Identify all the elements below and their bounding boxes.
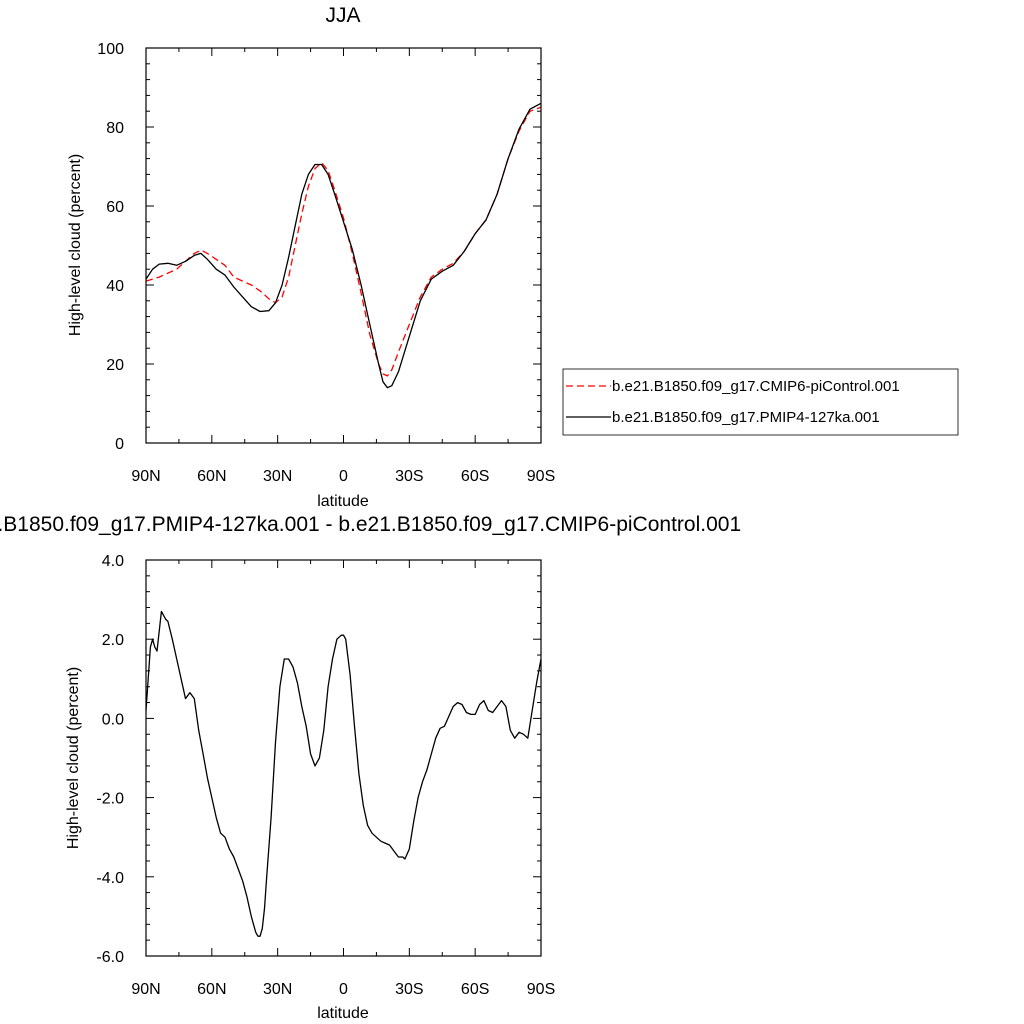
- top-series-line-0: [145, 106, 542, 377]
- bottom-chart-title: b.e21.B1850.f09_g17.PMIP4-127ka.001 - b.…: [0, 513, 741, 536]
- bottom-y-tick-label: 0.0: [102, 711, 124, 728]
- top-x-tick-label: 60S: [461, 468, 489, 485]
- bottom-y-axis-label: High-level cloud (percent): [65, 667, 82, 849]
- top-series-line-1: [145, 102, 542, 389]
- bottom-y-tick-label: 4.0: [102, 553, 124, 570]
- top-y-tick-label: 60: [106, 199, 124, 216]
- top-x-tick-label: 90N: [131, 468, 160, 485]
- top-y-tick-label: 80: [106, 120, 124, 137]
- bottom-x-tick-label: 90S: [527, 981, 555, 998]
- top-x-tick-label: 90S: [527, 468, 555, 485]
- bottom-y-tick-label: 2.0: [102, 632, 124, 649]
- top-y-axis-label: High-level cloud (percent): [67, 154, 84, 336]
- top-x-tick-label: 60N: [197, 468, 226, 485]
- bottom-chart-ticks: 90N 60N 30N 0 30S 60S 90S -6.0 -4.0 -2.0 0.0 2.0 4.0: [96, 553, 555, 998]
- bottom-x-axis-label: latitude: [317, 1005, 369, 1022]
- top-chart: JJA 90N 60N 30N 0 30S 60S 90S 0 20 40 60 80 100 lati…: [67, 4, 959, 510]
- top-chart-series: [145, 102, 542, 389]
- top-legend: b.e21.B1850.f09_g17.CMIP6-piControl.001 …: [562, 368, 959, 436]
- bottom-chart-series: [145, 610, 542, 937]
- top-x-tick-label: 0: [339, 468, 348, 485]
- bottom-y-tick-label: -2.0: [96, 791, 124, 808]
- top-plot-frame: [145, 47, 542, 444]
- bottom-plot-frame: [145, 559, 542, 957]
- top-y-tick-label: 40: [106, 278, 124, 295]
- top-x-axis-label: latitude: [317, 493, 369, 510]
- bottom-y-tick-label: -4.0: [96, 870, 124, 887]
- top-y-tick-label: 100: [97, 41, 124, 58]
- bottom-x-tick-label: 30N: [263, 981, 292, 998]
- legend-label-127ka: b.e21.B1850.f09_g17.PMIP4-127ka.001: [612, 409, 880, 426]
- bottom-chart: b.e21.B1850.f09_g17.PMIP4-127ka.001 - b.…: [0, 513, 741, 1022]
- bottom-x-tick-label: 60S: [461, 981, 489, 998]
- bottom-x-tick-label: 60N: [197, 981, 226, 998]
- top-x-tick-label: 30N: [263, 468, 292, 485]
- bottom-x-tick-label: 30S: [395, 981, 423, 998]
- bottom-series-line-0: [145, 610, 542, 937]
- top-x-tick-label: 30S: [395, 468, 423, 485]
- top-y-tick-label: 0: [115, 436, 124, 453]
- legend-box: [562, 368, 959, 436]
- bottom-x-tick-label: 0: [339, 981, 348, 998]
- bottom-x-tick-label: 90N: [131, 981, 160, 998]
- bottom-y-tick-label: -6.0: [96, 949, 124, 966]
- legend-label-picontrol: b.e21.B1850.f09_g17.CMIP6-piControl.001: [612, 378, 900, 395]
- top-y-tick-label: 20: [106, 357, 124, 374]
- top-chart-title: JJA: [325, 4, 360, 27]
